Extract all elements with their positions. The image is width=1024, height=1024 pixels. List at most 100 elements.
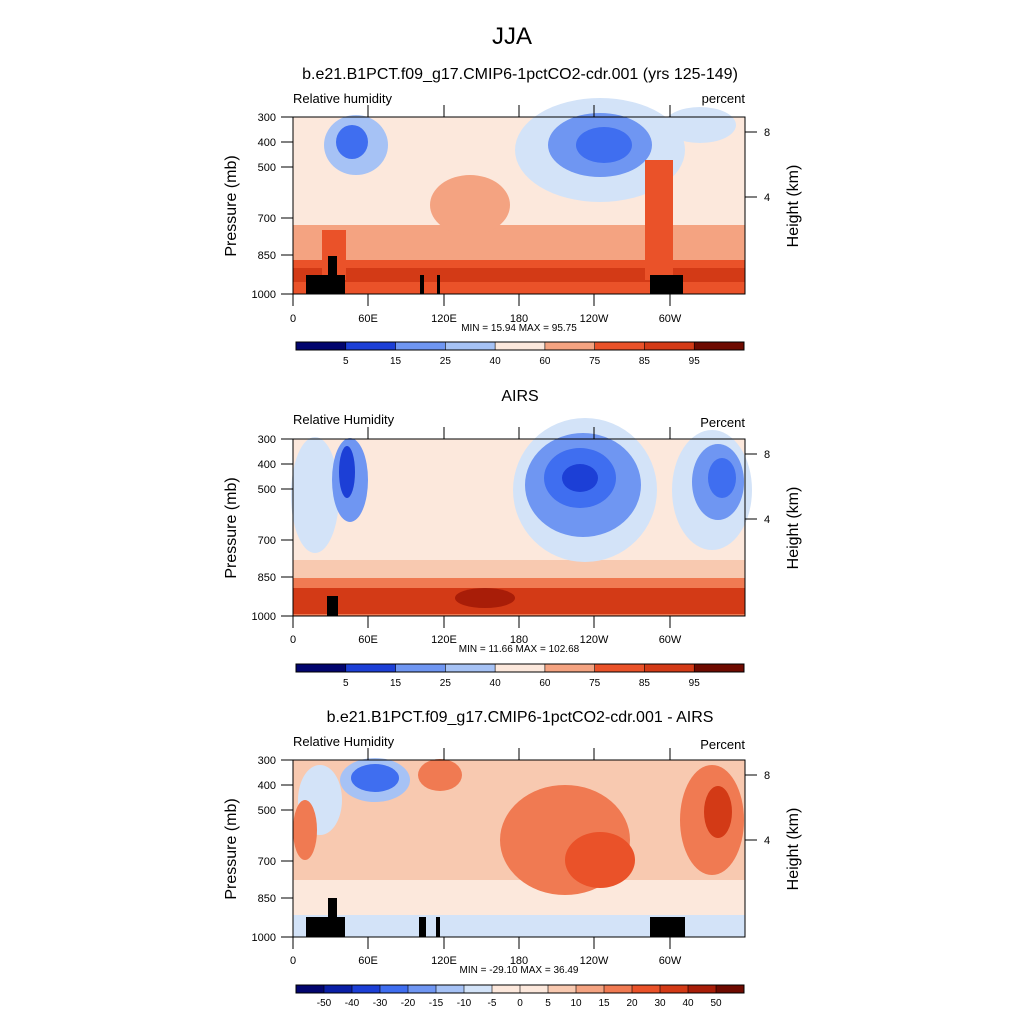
panel-3-moist-region-3 <box>418 759 462 791</box>
colorbar-swatch <box>544 664 596 672</box>
colorbar-swatch <box>395 664 446 672</box>
panel-3-dry-core-1 <box>351 764 399 792</box>
colorbar-label: 85 <box>639 678 651 689</box>
panel-2-moist-core <box>455 588 515 608</box>
panel-1-plot-area <box>292 98 746 295</box>
panel-3-moist-core-1 <box>565 832 635 888</box>
panel-1-ytick: 400 <box>258 137 276 149</box>
panel-3-title: b.e21.B1PCT.f09_g17.CMIP6-1pctCO2-cdr.00… <box>327 709 714 726</box>
colorbar-swatch <box>296 664 347 672</box>
panel-3-x-ticks: 0 60E 120E 180 120W 60W <box>290 955 682 967</box>
panel-1-xtick: 180 <box>510 313 528 325</box>
colorbar-swatch <box>594 342 645 350</box>
colorbar-label: -10 <box>457 998 472 1009</box>
panel-2-stats: MIN = 11.66 MAX = 102.68 <box>459 644 580 655</box>
panel-2-xtick: 0 <box>290 634 296 646</box>
panel-1-band-surface <box>293 268 745 282</box>
panel-3-xtick: 120W <box>580 955 609 967</box>
panel-1-dry-region-4 <box>664 107 736 143</box>
panel-1-ytick: 700 <box>258 213 276 225</box>
panel-2-dry-core-2 <box>562 464 598 492</box>
panel-1-ytick: 850 <box>258 250 276 262</box>
panel-1-moist-column <box>645 160 673 280</box>
colorbar-swatch <box>352 985 381 993</box>
colorbar-swatch <box>445 342 496 350</box>
colorbar-swatch <box>548 985 577 993</box>
panel-3-ytick: 500 <box>258 805 276 817</box>
panel-2-ylabel: Pressure (mb) <box>223 477 240 578</box>
panel-3-xtick: 0 <box>290 955 296 967</box>
colorbar-swatch <box>694 342 745 350</box>
panel-2-y2label: Height (km) <box>785 487 802 570</box>
panel-2-dry-core-1 <box>339 446 355 498</box>
panel-3-moist-core-2 <box>704 786 732 838</box>
colorbar-swatch <box>395 342 446 350</box>
colorbar-label: 50 <box>710 998 722 1009</box>
panel-2-ytick: 300 <box>258 434 276 446</box>
panel-2-xtick: 60E <box>358 634 378 646</box>
panel-3-ytick: 300 <box>258 755 276 767</box>
panel-1-xtick: 60W <box>659 313 682 325</box>
panel-2-dry-region-1 <box>291 437 339 553</box>
colorbar-swatch <box>688 985 717 993</box>
panel-3-colorbar: -50 -40 -30 -20 -15 -10 -5 0 5 10 15 20 30 40 50 <box>295 984 745 1009</box>
panel-2-xtick: 120E <box>431 634 457 646</box>
colorbar-label: -40 <box>345 998 360 1009</box>
main-title: JJA <box>492 23 532 50</box>
panel-3-ytick: 400 <box>258 780 276 792</box>
panel-3-y2tick: 8 <box>764 770 770 782</box>
panel-2-ytick: 850 <box>258 572 276 584</box>
colorbar-label: 5 <box>545 998 551 1009</box>
panel-1-xtick: 60E <box>358 313 378 325</box>
colorbar-swatch <box>544 342 596 350</box>
panel-2-y2tick: 4 <box>764 514 770 526</box>
panel-3-y2tick: 4 <box>764 835 770 847</box>
colorbar-label: 15 <box>598 998 610 1009</box>
colorbar-swatch <box>408 985 437 993</box>
panel-3-ylabel: Pressure (mb) <box>223 798 240 899</box>
panel-2-left-label: Relative Humidity <box>293 412 395 427</box>
panel-3-band-surface <box>293 915 745 937</box>
panel-3-ytick: 1000 <box>252 932 276 944</box>
panel-2-ytick: 1000 <box>252 611 276 623</box>
colorbar-label: 85 <box>639 356 651 367</box>
colorbar-label: 20 <box>626 998 638 1009</box>
panel-1-xtick: 120E <box>431 313 457 325</box>
colorbar-label: 15 <box>390 356 402 367</box>
colorbar-swatch <box>632 985 661 993</box>
colorbar-label: 75 <box>589 356 601 367</box>
panel-1-x-ticks: 0 60E 120E 180 120W 60W <box>290 313 682 325</box>
panel-3: b.e21.B1PCT.f09_g17.CMIP6-1pctCO2-cdr.00… <box>223 709 802 1009</box>
colorbar-swatch <box>716 985 745 993</box>
colorbar-label: -30 <box>373 998 388 1009</box>
panel-3-y-tick-marks <box>281 759 293 938</box>
panel-2-dry-core-3 <box>708 458 736 498</box>
panel-3-y-ticks: 300 400 500 700 850 1000 <box>252 755 276 944</box>
colorbar-swatch <box>520 985 549 993</box>
colorbar-swatch <box>324 985 353 993</box>
panel-3-x-tick-marks <box>292 748 671 949</box>
panel-3-plot-area <box>292 758 746 938</box>
panel-3-terrain <box>306 898 685 937</box>
panel-2-plot-area <box>291 418 752 617</box>
panel-2-ytick: 500 <box>258 484 276 496</box>
panel-1-y-tick-marks <box>281 116 293 295</box>
panel-3-right-label: Percent <box>700 737 745 752</box>
colorbar-swatch <box>694 664 745 672</box>
panel-3-y2label: Height (km) <box>785 808 802 891</box>
panel-2-xtick: 60W <box>659 634 682 646</box>
panel-2: AIRS Relative Humidity Percent Pressure … <box>223 388 802 689</box>
panel-3-stats: MIN = -29.10 MAX = 36.49 <box>460 965 579 976</box>
panel-1-y2-ticks: 8 4 <box>745 127 770 204</box>
colorbar-label: -20 <box>401 998 416 1009</box>
panel-1-y2tick: 4 <box>764 192 770 204</box>
colorbar-label: 15 <box>390 678 402 689</box>
panel-3-moist-region-4 <box>293 800 317 860</box>
colorbar-swatch <box>296 342 347 350</box>
colorbar-swatch <box>594 664 645 672</box>
panel-1-terrain <box>306 256 683 294</box>
colorbar-label: 5 <box>343 356 349 367</box>
panel-2-y2-ticks: 8 4 <box>745 449 770 526</box>
panel-2-colorbar: 5 15 25 40 60 75 85 95 <box>295 663 745 689</box>
panel-1-moist-region-1 <box>430 175 510 235</box>
